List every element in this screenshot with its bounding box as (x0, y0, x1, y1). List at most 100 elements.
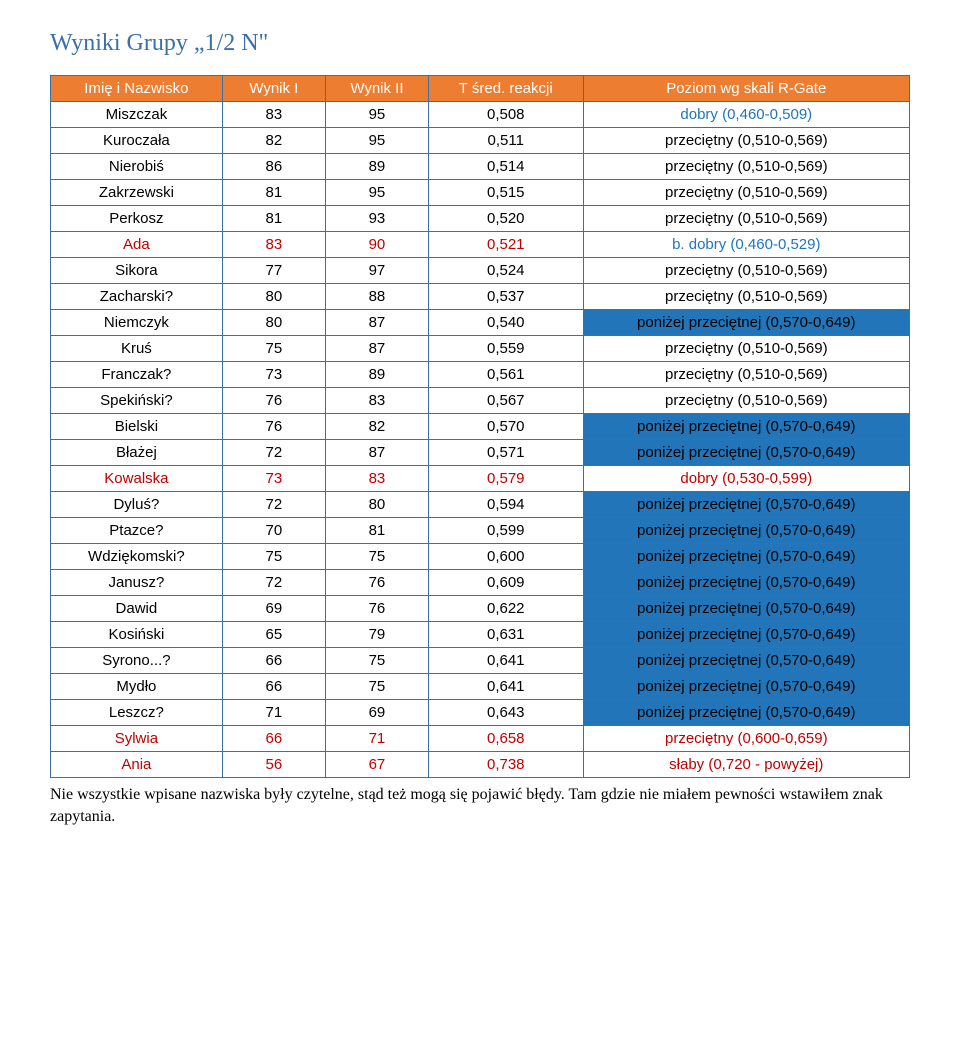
cell-w1: 69 (222, 596, 325, 622)
cell-name: Leszcz? (51, 700, 223, 726)
table-row: Sikora77970,524przeciętny (0,510-0,569) (51, 258, 910, 284)
table-row: Zakrzewski81950,515przeciętny (0,510-0,5… (51, 180, 910, 206)
table-row: Błażej72870,571poniżej przeciętnej (0,57… (51, 440, 910, 466)
table-row: Franczak?73890,561przeciętny (0,510-0,56… (51, 362, 910, 388)
table-row: Niemczyk80870,540poniżej przeciętnej (0,… (51, 310, 910, 336)
cell-level: poniżej przeciętnej (0,570-0,649) (583, 674, 909, 700)
cell-name: Zacharski? (51, 284, 223, 310)
cell-t: 0,508 (428, 102, 583, 128)
cell-name: Mydło (51, 674, 223, 700)
cell-name: Sylwia (51, 726, 223, 752)
table-row: Syrono...?66750,641poniżej przeciętnej (… (51, 648, 910, 674)
col-w1: Wynik I (222, 76, 325, 102)
cell-w2: 75 (325, 648, 428, 674)
cell-name: Janusz? (51, 570, 223, 596)
cell-t: 0,567 (428, 388, 583, 414)
table-row: Kowalska73830,579dobry (0,530-0,599) (51, 466, 910, 492)
cell-w1: 65 (222, 622, 325, 648)
table-row: Zacharski?80880,537przeciętny (0,510-0,5… (51, 284, 910, 310)
cell-name: Dawid (51, 596, 223, 622)
cell-w2: 89 (325, 154, 428, 180)
cell-t: 0,622 (428, 596, 583, 622)
cell-t: 0,511 (428, 128, 583, 154)
results-table: Imię i Nazwisko Wynik I Wynik II T śred.… (50, 75, 910, 778)
table-row: Ptazce?70810,599poniżej przeciętnej (0,5… (51, 518, 910, 544)
cell-name: Ptazce? (51, 518, 223, 544)
cell-level: przeciętny (0,510-0,569) (583, 206, 909, 232)
cell-t: 0,600 (428, 544, 583, 570)
cell-w2: 90 (325, 232, 428, 258)
cell-name: Dyluś? (51, 492, 223, 518)
footnote: Nie wszystkie wpisane nazwiska były czyt… (50, 784, 910, 827)
cell-level: poniżej przeciętnej (0,570-0,649) (583, 440, 909, 466)
table-row: Spekiński?76830,567przeciętny (0,510-0,5… (51, 388, 910, 414)
cell-w2: 69 (325, 700, 428, 726)
table-row: Leszcz?71690,643poniżej przeciętnej (0,5… (51, 700, 910, 726)
cell-level: poniżej przeciętnej (0,570-0,649) (583, 648, 909, 674)
cell-w1: 86 (222, 154, 325, 180)
table-row: Kosiński65790,631poniżej przeciętnej (0,… (51, 622, 910, 648)
cell-t: 0,641 (428, 674, 583, 700)
cell-w2: 87 (325, 336, 428, 362)
cell-w2: 71 (325, 726, 428, 752)
cell-w1: 66 (222, 674, 325, 700)
cell-w2: 95 (325, 128, 428, 154)
cell-w1: 66 (222, 648, 325, 674)
cell-w1: 82 (222, 128, 325, 154)
cell-level: poniżej przeciętnej (0,570-0,649) (583, 414, 909, 440)
cell-t: 0,609 (428, 570, 583, 596)
cell-level: przeciętny (0,510-0,569) (583, 284, 909, 310)
cell-w1: 76 (222, 414, 325, 440)
cell-name: Błażej (51, 440, 223, 466)
table-row: Mydło66750,641poniżej przeciętnej (0,570… (51, 674, 910, 700)
cell-w1: 66 (222, 726, 325, 752)
cell-level: przeciętny (0,600-0,659) (583, 726, 909, 752)
cell-level: przeciętny (0,510-0,569) (583, 362, 909, 388)
cell-w2: 76 (325, 596, 428, 622)
cell-t: 0,579 (428, 466, 583, 492)
cell-name: Spekiński? (51, 388, 223, 414)
cell-t: 0,520 (428, 206, 583, 232)
cell-level: słaby (0,720 - powyżej) (583, 752, 909, 778)
cell-w1: 77 (222, 258, 325, 284)
cell-name: Sikora (51, 258, 223, 284)
cell-t: 0,738 (428, 752, 583, 778)
col-level: Poziom wg skali R-Gate (583, 76, 909, 102)
cell-w2: 82 (325, 414, 428, 440)
cell-name: Kruś (51, 336, 223, 362)
cell-w1: 81 (222, 206, 325, 232)
cell-t: 0,599 (428, 518, 583, 544)
cell-level: b. dobry (0,460-0,529) (583, 232, 909, 258)
cell-level: poniżej przeciętnej (0,570-0,649) (583, 700, 909, 726)
cell-w1: 73 (222, 362, 325, 388)
cell-w1: 83 (222, 232, 325, 258)
cell-t: 0,524 (428, 258, 583, 284)
table-row: Miszczak83950,508dobry (0,460-0,509) (51, 102, 910, 128)
cell-w2: 88 (325, 284, 428, 310)
cell-w2: 95 (325, 102, 428, 128)
cell-w2: 89 (325, 362, 428, 388)
col-name: Imię i Nazwisko (51, 76, 223, 102)
cell-t: 0,631 (428, 622, 583, 648)
cell-name: Wdziękomski? (51, 544, 223, 570)
cell-t: 0,594 (428, 492, 583, 518)
cell-w1: 83 (222, 102, 325, 128)
cell-level: przeciętny (0,510-0,569) (583, 180, 909, 206)
cell-name: Syrono...? (51, 648, 223, 674)
cell-level: poniżej przeciętnej (0,570-0,649) (583, 596, 909, 622)
cell-w1: 75 (222, 544, 325, 570)
cell-t: 0,561 (428, 362, 583, 388)
cell-w2: 67 (325, 752, 428, 778)
cell-level: przeciętny (0,510-0,569) (583, 336, 909, 362)
cell-name: Bielski (51, 414, 223, 440)
cell-w2: 83 (325, 388, 428, 414)
table-header-row: Imię i Nazwisko Wynik I Wynik II T śred.… (51, 76, 910, 102)
cell-w1: 71 (222, 700, 325, 726)
page-title: Wyniki Grupy „1/2 N" (50, 30, 910, 57)
table-row: Sylwia66710,658przeciętny (0,600-0,659) (51, 726, 910, 752)
cell-name: Miszczak (51, 102, 223, 128)
table-row: Wdziękomski?75750,600poniżej przeciętnej… (51, 544, 910, 570)
cell-w2: 76 (325, 570, 428, 596)
cell-w2: 80 (325, 492, 428, 518)
cell-w1: 56 (222, 752, 325, 778)
